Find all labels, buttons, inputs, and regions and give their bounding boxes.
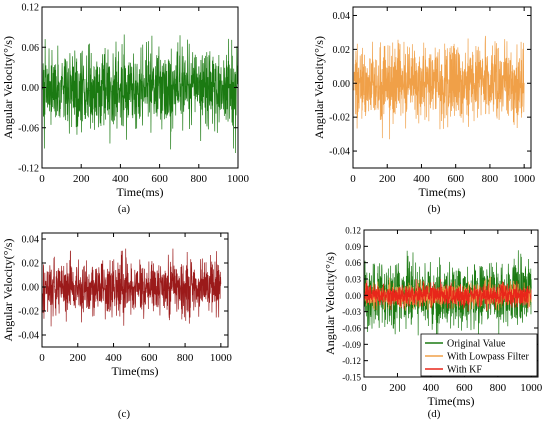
x-axis-label: Time(ms): [419, 185, 466, 199]
y-tick-label: 0.06: [345, 258, 361, 268]
x-tick-label: 400: [413, 173, 430, 185]
x-tick-label: 1000: [227, 173, 250, 185]
x-tick-label: 200: [70, 352, 87, 364]
panel-label: (b): [428, 203, 441, 215]
x-tick-label: 400: [112, 173, 129, 185]
y-axis-label: Angular Velocity(°/s): [323, 252, 337, 355]
series-line-red: [42, 248, 222, 327]
y-tick-label: -0.02: [18, 307, 39, 318]
plot-frame: [352, 6, 532, 169]
y-tick-label: -0.04: [18, 331, 39, 342]
panel-d: (d) 0 200 400 600 800 1000 -0.15 -0.12 -0.09 -0.0…: [323, 226, 543, 421]
x-tick-label: 600: [447, 173, 464, 185]
x-tick-label: 0: [39, 173, 45, 185]
x-tick-label: 1000: [513, 173, 536, 185]
legend-entry: With Lowpass Filter: [447, 352, 529, 363]
x-tick-label: 600: [151, 173, 168, 185]
y-axis-label: Angular Velocity(°/s): [312, 36, 326, 139]
y-tick-label: -0.02: [329, 113, 350, 124]
x-tick-label: 200: [389, 382, 406, 394]
x-tick-label: 800: [490, 382, 507, 394]
x-tick-label: 1000: [520, 382, 543, 394]
y-tick-label: 0.04: [333, 11, 351, 22]
x-axis-label: Time(ms): [117, 185, 164, 199]
x-axis-label: Time(ms): [112, 364, 159, 378]
y-tick-label: 0.00: [22, 283, 40, 294]
y-tick-label: 0.03: [345, 275, 361, 285]
x-tick-label: 400: [423, 382, 440, 394]
x-tick-label: 200: [379, 173, 396, 185]
y-tick-label: 0.00: [333, 79, 351, 90]
x-tick-label: 0: [361, 382, 367, 394]
panel-c: (c) 0 200 400 600 800 1000 -0.04 -0.02 0.00 0.02 0…: [1, 232, 233, 420]
panel-label: (d): [428, 408, 441, 420]
series-line-orange: [353, 35, 525, 140]
y-tick-label: 0.04: [22, 235, 40, 246]
x-tick-label: 600: [141, 352, 158, 364]
y-tick-label: -0.03: [342, 307, 361, 317]
y-tick-label: 0.02: [333, 45, 351, 56]
y-axis-label: Angular Velocity(°/s): [1, 36, 15, 139]
y-tick-label: -0.15: [342, 373, 361, 383]
y-tick-label: 0.09: [345, 242, 361, 252]
panel-label: (a): [118, 203, 131, 215]
panel-a: (a) 0 200 400 600 800 1000 -0.12 -0.06 0.00 0.06 0…: [1, 3, 250, 216]
x-tick-label: 400: [105, 352, 122, 364]
series-line-with-kf: [364, 278, 532, 312]
panel-label: (c): [118, 408, 131, 420]
x-tick-label: 800: [177, 352, 194, 364]
y-tick-label: -0.12: [342, 356, 361, 366]
y-axis-label: Angular Velocity(°/s): [1, 239, 15, 342]
x-tick-label: 800: [191, 173, 208, 185]
y-tick-label: 0.00: [22, 83, 40, 94]
y-tick-label: 0.12: [345, 226, 361, 236]
legend: Original Value With Lowpass Filter With KF: [420, 333, 538, 377]
x-tick-label: 200: [73, 173, 90, 185]
y-tick-label: 0.12: [22, 3, 40, 14]
legend-entry: With KF: [447, 365, 482, 376]
panel-b: (b) 0 200 400 600 800 1000 -0.04 -0.02 0.00 0.02 0…: [312, 6, 536, 215]
x-tick-label: 0: [39, 352, 45, 364]
y-tick-label: -0.04: [329, 147, 350, 158]
y-tick-label: -0.12: [18, 164, 39, 175]
x-axis-label: Time(ms): [428, 394, 475, 408]
x-tick-label: 800: [482, 173, 499, 185]
plot-frame: [363, 229, 539, 378]
x-tick-label: 1000: [210, 352, 233, 364]
y-tick-label: 0.00: [345, 291, 361, 301]
plot-frame: [41, 232, 229, 348]
legend-entry: Original Value: [447, 339, 506, 350]
y-tick-label: -0.06: [342, 324, 361, 334]
y-tick-label: 0.06: [22, 43, 40, 54]
x-tick-label: 600: [456, 382, 473, 394]
y-tick-label: -0.06: [18, 123, 39, 134]
x-tick-label: 0: [350, 173, 356, 185]
y-tick-label: 0.02: [22, 259, 40, 270]
y-tick-label: -0.09: [342, 340, 361, 350]
series-line-green: [42, 34, 238, 154]
